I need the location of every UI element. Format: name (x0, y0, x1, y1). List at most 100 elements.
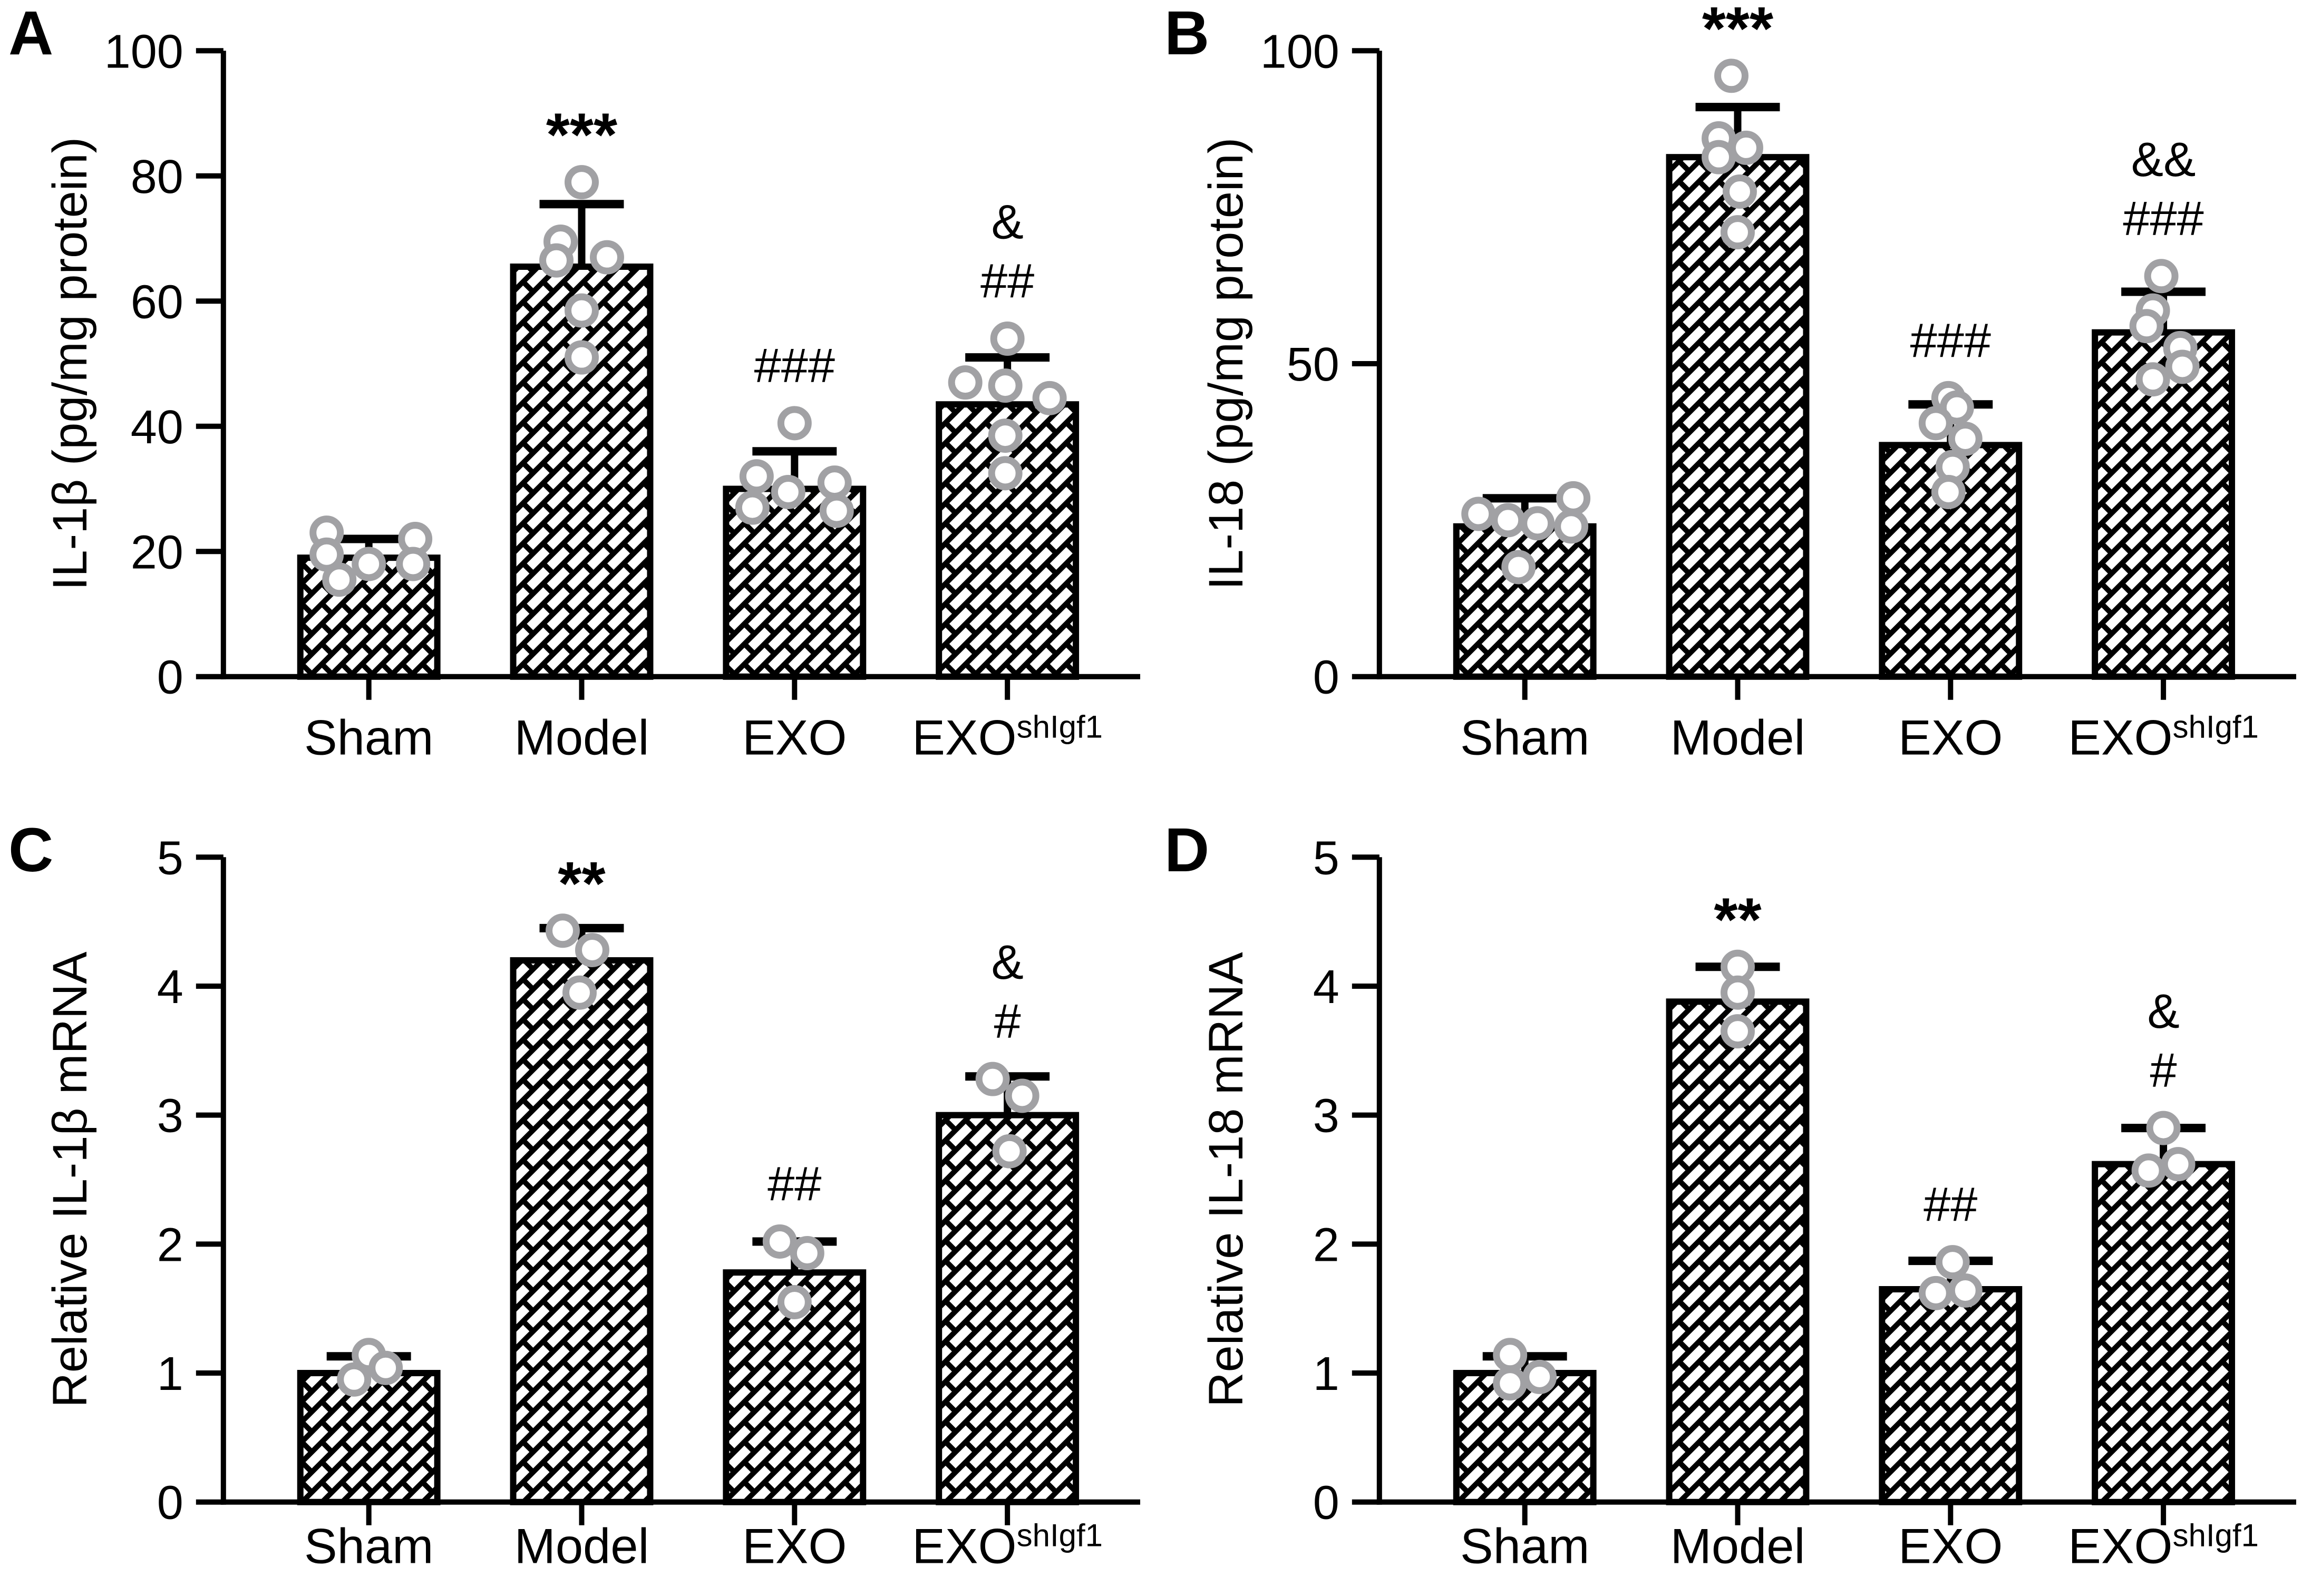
panel-a: A 0 20 40 60 80 100 IL-1β (pg/mg protein) Sham M… (0, 0, 1156, 798)
panel-c-chart: 0 1 2 3 4 5 Relative IL-1β mRNA Sham Model ** EXO #… (43, 832, 1141, 1574)
data-point (565, 293, 599, 328)
bar-sham (1453, 1370, 1597, 1505)
y-tick-label: 0 (157, 1477, 183, 1530)
data-point (1461, 497, 1496, 531)
data-point (1918, 406, 1953, 441)
data-point (1723, 174, 1757, 209)
panel-a-letter: A (8, 0, 54, 68)
data-point (1556, 481, 1591, 515)
significance-annotation: & (991, 196, 1023, 249)
significance-annotation: && (2131, 133, 2196, 187)
bar-exoshigf1 (2092, 1161, 2236, 1505)
data-point (1493, 1366, 1528, 1401)
panel-c: C 0 1 2 3 4 5 Relative IL-1β mRNA Sham Model ** EX… (0, 798, 1156, 1596)
significance-annotation: # (994, 995, 1021, 1048)
data-point (2161, 1147, 2196, 1182)
data-point (368, 1350, 403, 1385)
y-tick-label: 3 (157, 1090, 183, 1143)
category-label: Sham (1460, 710, 1589, 765)
data-point (2146, 1111, 2181, 1145)
y-tick-label: 4 (157, 961, 183, 1014)
data-point (1032, 381, 1067, 415)
data-point (988, 419, 1023, 453)
y-tick-label: 5 (1313, 832, 1339, 884)
panel-d-letter: D (1164, 815, 1210, 885)
data-point (1729, 130, 1763, 165)
y-tick-label: 5 (157, 832, 183, 884)
bar-sham (297, 1370, 441, 1505)
data-point (337, 1362, 372, 1397)
data-point (1501, 550, 1536, 585)
data-point (948, 365, 983, 400)
category-label: EXO (1898, 710, 2003, 765)
significance-annotation: ## (980, 255, 1034, 308)
category-label: EXOshIgf1 (912, 1518, 1103, 1574)
significance-annotation: ** (558, 849, 605, 918)
data-point (396, 547, 431, 581)
significance-annotation: *** (546, 101, 617, 169)
data-point (2165, 349, 2200, 384)
y-axis-label: Relative IL-18 mRNA (1199, 952, 1253, 1407)
data-point (1935, 1245, 1970, 1280)
data-point (762, 1224, 797, 1259)
data-point (975, 1062, 1010, 1096)
y-tick-label: 2 (157, 1219, 183, 1271)
data-point (2144, 259, 2179, 294)
data-point (565, 165, 599, 200)
data-point (589, 240, 624, 275)
y-tick-label: 1 (157, 1348, 183, 1400)
bar-exoshigf1 (936, 1112, 1080, 1505)
y-axis-label: IL-1β (pg/mg protein) (43, 137, 97, 590)
significance-annotation: ### (2123, 192, 2203, 246)
category-label: EXOshIgf1 (912, 709, 1103, 765)
data-point (735, 490, 770, 525)
data-point (988, 456, 1023, 491)
panel-d: D 0 1 2 3 4 5 Relative IL-18 mRNA Sham Model ** EX… (1156, 798, 2312, 1596)
bar-exo (1879, 1286, 2023, 1505)
data-point (777, 1284, 812, 1319)
bar-model (510, 957, 654, 1505)
category-label: EXOshIgf1 (2068, 709, 2259, 765)
data-point (2129, 309, 2164, 344)
significance-annotation: & (991, 936, 1023, 989)
y-tick-label: 3 (1313, 1090, 1339, 1143)
y-tick-label: 100 (1260, 25, 1339, 78)
y-tick-label: 80 (131, 151, 183, 203)
data-point (1918, 1276, 1953, 1310)
category-label: Model (514, 1519, 649, 1574)
data-point (2135, 362, 2170, 397)
panel-a-chart: 0 20 40 60 80 100 IL-1β (pg/mg protein) Sham Mod… (43, 25, 1141, 765)
panel-b-chart: 0 50 100 IL-18 (pg/mg protein) Sham Model *** E… (1199, 0, 2297, 765)
panel-b: B 0 50 100 IL-18 (pg/mg protein) Sham Model **… (1156, 0, 2312, 798)
data-point (565, 340, 599, 375)
data-point (562, 975, 597, 1010)
data-point (1721, 1014, 1755, 1049)
category-label: EXO (742, 1519, 847, 1574)
data-point (1522, 1359, 1557, 1394)
category-label: EXOshIgf1 (2068, 1518, 2259, 1574)
y-tick-label: 2 (1313, 1219, 1339, 1271)
category-label: Model (1670, 710, 1805, 765)
category-label: Sham (304, 710, 433, 765)
significance-annotation: & (2147, 985, 2179, 1038)
data-point (1005, 1078, 1040, 1113)
significance-annotation: # (2150, 1044, 2177, 1097)
bar-model (510, 263, 654, 680)
data-point (1948, 422, 1983, 456)
data-point (2131, 1153, 2166, 1188)
y-tick-label: 0 (1313, 1477, 1339, 1530)
bar-model (1666, 998, 1810, 1505)
category-label: Sham (1460, 1519, 1589, 1574)
significance-annotation: ### (1910, 314, 1991, 367)
y-tick-label: 60 (131, 276, 183, 328)
data-point (1491, 503, 1526, 538)
bar-exo (723, 1269, 867, 1505)
data-point (817, 465, 852, 500)
significance-annotation: *** (1702, 0, 1773, 63)
y-tick-label: 0 (157, 651, 183, 704)
y-tick-label: 100 (104, 25, 183, 78)
data-point (819, 493, 854, 528)
y-tick-label: 1 (1313, 1348, 1339, 1400)
significance-annotation: ## (768, 1157, 821, 1211)
bar-sham (1453, 523, 1597, 680)
